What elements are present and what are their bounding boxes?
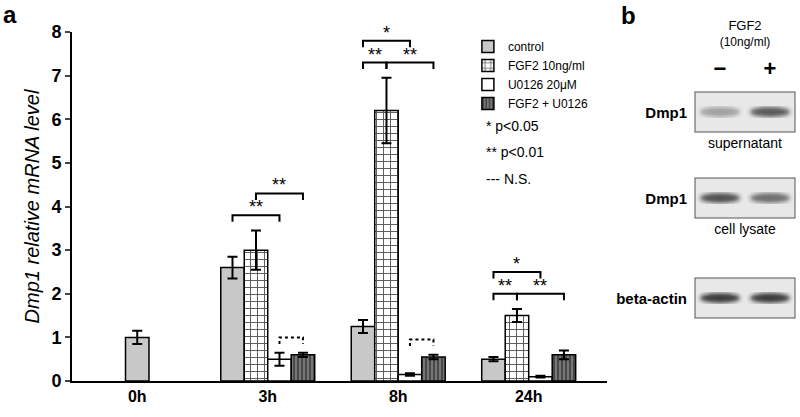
- svg-text:0: 0: [51, 371, 61, 391]
- svg-text:−: −: [714, 56, 727, 81]
- svg-text:+: +: [764, 56, 777, 81]
- svg-text:**: **: [368, 45, 382, 65]
- svg-text:Dmp1: Dmp1: [645, 104, 687, 121]
- svg-text:5: 5: [51, 153, 61, 173]
- svg-text:Dmp1: Dmp1: [645, 190, 687, 207]
- svg-text:FGF2: FGF2: [728, 18, 761, 33]
- svg-text:Dmp1 relative mRNA level: Dmp1 relative mRNA level: [21, 89, 43, 323]
- svg-text:*: *: [513, 254, 520, 274]
- svg-text:**: **: [249, 197, 263, 217]
- svg-text:**: **: [498, 276, 512, 296]
- svg-text:**: **: [272, 175, 286, 195]
- svg-text:*: *: [383, 23, 390, 43]
- svg-text:U0126 20μM: U0126 20μM: [508, 78, 577, 92]
- svg-text:cell lysate: cell lysate: [714, 221, 776, 237]
- svg-text:FGF2 + U0126: FGF2 + U0126: [508, 97, 588, 111]
- svg-text:(10ng/ml): (10ng/ml): [720, 35, 771, 49]
- svg-text:2: 2: [51, 284, 61, 304]
- svg-text:supernatant: supernatant: [708, 135, 782, 151]
- svg-text:**: **: [533, 276, 547, 296]
- svg-text:**: **: [403, 45, 417, 65]
- svg-text:beta-actin: beta-actin: [616, 290, 687, 307]
- svg-text:3: 3: [51, 240, 61, 260]
- svg-text:0h: 0h: [128, 388, 147, 405]
- svg-text:FGF2 10ng/ml: FGF2 10ng/ml: [508, 59, 585, 73]
- svg-text:8h: 8h: [389, 388, 408, 405]
- svg-text:3h: 3h: [258, 388, 277, 405]
- svg-text:* p<0.05: * p<0.05: [486, 118, 539, 134]
- svg-text:** p<0.01: ** p<0.01: [486, 144, 544, 160]
- svg-text:b: b: [621, 2, 636, 29]
- svg-text:7: 7: [51, 66, 61, 86]
- svg-text:8: 8: [51, 22, 61, 42]
- svg-text:a: a: [3, 1, 17, 28]
- svg-text:4: 4: [51, 197, 61, 217]
- svg-text:control: control: [508, 40, 544, 54]
- svg-text:--- N.S.: --- N.S.: [486, 171, 531, 187]
- svg-text:24h: 24h: [515, 388, 543, 405]
- svg-text:1: 1: [51, 328, 61, 348]
- svg-text:6: 6: [51, 110, 61, 130]
